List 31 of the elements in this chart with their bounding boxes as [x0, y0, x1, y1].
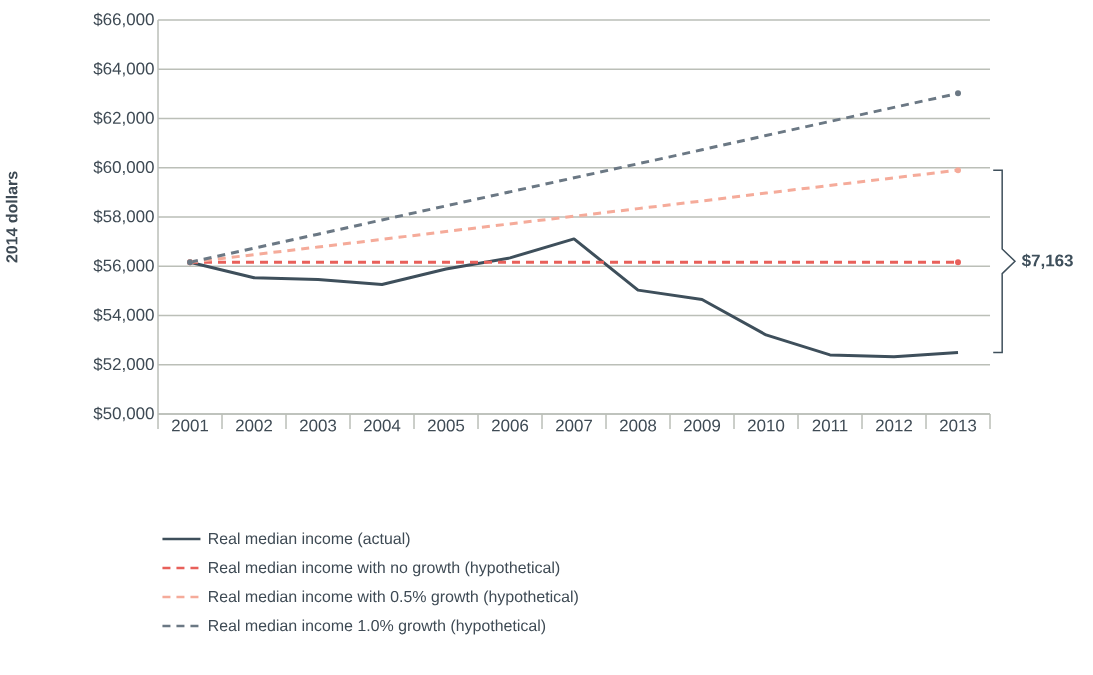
x-tick-label: 2005	[428, 419, 465, 432]
x-tick-label: 2001	[172, 419, 209, 432]
x-tick-label: 2008	[620, 419, 657, 432]
y-axis-title: 2014 dollars	[5, 171, 18, 263]
y-tick-label: $66,000	[93, 12, 154, 28]
text: $7,163	[1021, 253, 1073, 269]
x-tick-label: 2002	[236, 419, 272, 432]
y-tick-label: $64,000	[93, 61, 154, 77]
y-tick-label: $60,000	[93, 160, 154, 176]
y-tick-label: $50,000	[93, 406, 154, 422]
y-tick-label: $52,000	[93, 357, 154, 373]
point	[955, 259, 962, 266]
x-tick-label: 2009	[684, 419, 721, 432]
x-tick-label: 2006	[492, 419, 529, 432]
point	[955, 167, 962, 174]
legend-label: Real median income with no growth (hypothetical)	[209, 561, 560, 577]
point	[955, 90, 962, 97]
legend-label: Real median income 1.0% growth (hypothetical)	[209, 619, 546, 635]
legend-label: Real median income (actual)	[209, 532, 410, 548]
legend-label: Real median income with 0.5% growth (hypothetical)	[209, 590, 578, 606]
y-tick-label: $62,000	[93, 111, 154, 126]
x-tick-label: 2007	[556, 419, 592, 432]
x-tick-label: 2010	[748, 419, 785, 432]
x-tick-label: 2003	[300, 419, 337, 432]
x-tick-label: 2011	[812, 419, 848, 432]
x-tick-label: 2004	[364, 419, 401, 432]
x-tick-label: 2012	[876, 419, 912, 432]
y-tick-label: $58,000	[93, 209, 154, 225]
y-tick-label: $54,000	[93, 308, 154, 323]
y-tick-label: $56,000	[93, 258, 154, 274]
x-tick-label: 2013	[940, 419, 977, 432]
